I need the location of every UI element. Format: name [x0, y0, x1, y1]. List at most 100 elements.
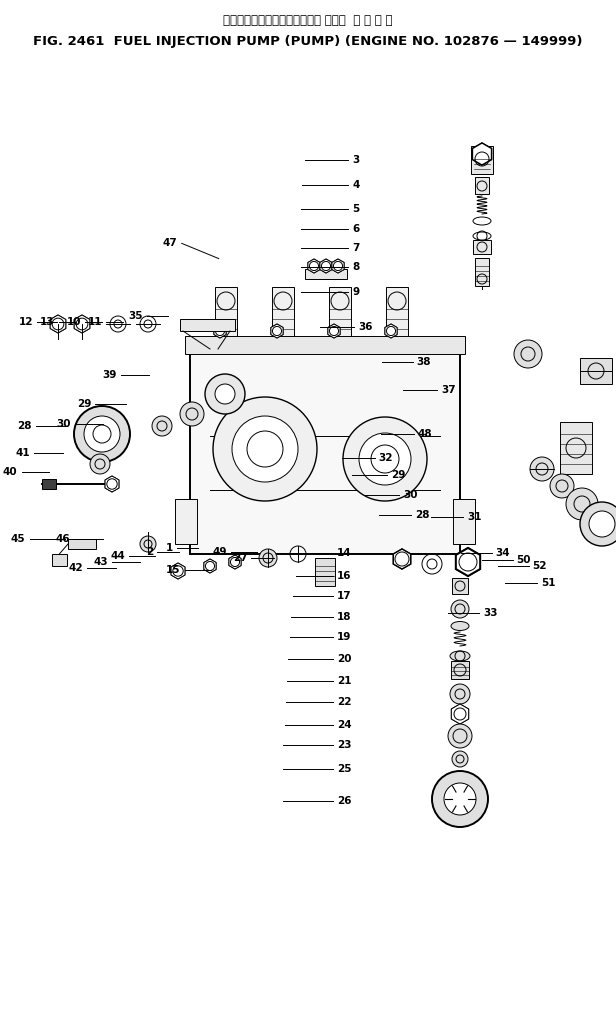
Bar: [315, 558, 335, 586]
Text: 24: 24: [336, 720, 351, 730]
Text: 6: 6: [352, 224, 359, 234]
Bar: [560, 422, 592, 474]
Polygon shape: [308, 259, 320, 273]
Text: 52: 52: [532, 561, 547, 571]
Text: 23: 23: [336, 740, 351, 750]
Text: 4: 4: [352, 179, 359, 190]
Circle shape: [444, 783, 476, 815]
Circle shape: [550, 474, 574, 498]
Polygon shape: [332, 259, 344, 273]
Text: 36: 36: [358, 321, 373, 332]
Circle shape: [213, 397, 317, 501]
Bar: [68, 539, 96, 549]
Text: 41: 41: [15, 448, 30, 458]
Circle shape: [84, 416, 120, 452]
Polygon shape: [332, 259, 344, 273]
Polygon shape: [214, 324, 226, 338]
Circle shape: [259, 549, 277, 567]
Bar: [190, 339, 460, 554]
Circle shape: [343, 417, 427, 501]
Circle shape: [140, 536, 156, 552]
Text: 10: 10: [67, 317, 81, 328]
Circle shape: [359, 433, 411, 485]
Text: 34: 34: [495, 548, 510, 558]
Circle shape: [452, 751, 468, 767]
Polygon shape: [452, 704, 469, 724]
Text: 5: 5: [352, 204, 359, 214]
Bar: [329, 287, 351, 339]
Text: 33: 33: [483, 608, 498, 619]
Text: 35: 35: [128, 311, 143, 321]
Text: 20: 20: [336, 654, 351, 664]
Text: 39: 39: [102, 370, 117, 380]
Polygon shape: [271, 324, 283, 338]
Text: 45: 45: [11, 534, 26, 545]
Polygon shape: [456, 548, 480, 576]
Text: 28: 28: [415, 510, 430, 520]
Circle shape: [514, 340, 542, 368]
Text: 12: 12: [18, 317, 33, 328]
Bar: [580, 358, 612, 384]
Text: 22: 22: [336, 697, 351, 707]
Text: 14: 14: [336, 548, 351, 558]
Text: 49: 49: [213, 547, 227, 557]
Text: 16: 16: [336, 571, 351, 581]
Bar: [305, 269, 347, 279]
Circle shape: [589, 511, 615, 537]
Circle shape: [530, 457, 554, 481]
Polygon shape: [229, 555, 241, 569]
Polygon shape: [171, 563, 185, 579]
Text: 32: 32: [378, 453, 393, 463]
Bar: [471, 146, 493, 174]
Text: 38: 38: [416, 357, 431, 367]
Text: 3: 3: [352, 155, 359, 165]
Circle shape: [74, 406, 130, 462]
Text: 25: 25: [336, 764, 351, 774]
Text: フェルインジェクシェンポンプ ポンプ  適 用 号 機: フェルインジェクシェンポンプ ポンプ 適 用 号 機: [223, 14, 393, 27]
Circle shape: [580, 502, 616, 546]
Text: 21: 21: [336, 676, 351, 686]
Bar: [185, 336, 465, 354]
Polygon shape: [204, 559, 216, 573]
Text: 7: 7: [352, 243, 359, 254]
Circle shape: [448, 724, 472, 748]
Ellipse shape: [451, 622, 469, 631]
Text: 43: 43: [94, 557, 108, 567]
Polygon shape: [328, 324, 340, 338]
Polygon shape: [472, 143, 492, 165]
Text: 48: 48: [418, 429, 432, 439]
Text: 29: 29: [391, 469, 405, 480]
Polygon shape: [105, 476, 119, 492]
Polygon shape: [328, 324, 340, 338]
Polygon shape: [320, 259, 332, 273]
Polygon shape: [456, 548, 480, 576]
Polygon shape: [320, 259, 332, 273]
Polygon shape: [385, 324, 397, 338]
Polygon shape: [394, 549, 411, 569]
Text: 50: 50: [516, 555, 531, 565]
Text: 1: 1: [166, 542, 174, 553]
Text: 46: 46: [55, 534, 70, 545]
Polygon shape: [452, 704, 469, 724]
Text: 31: 31: [467, 512, 482, 522]
Text: 17: 17: [336, 591, 351, 601]
Polygon shape: [394, 549, 411, 569]
Polygon shape: [472, 143, 492, 165]
Polygon shape: [171, 563, 185, 579]
Polygon shape: [214, 324, 226, 338]
Bar: [452, 578, 468, 594]
Polygon shape: [229, 555, 241, 569]
Bar: [386, 287, 408, 339]
Ellipse shape: [450, 651, 470, 661]
Text: 18: 18: [336, 611, 351, 622]
Circle shape: [566, 488, 598, 520]
Text: 19: 19: [336, 632, 351, 642]
Bar: [0, 0, 616, 64]
Bar: [272, 287, 294, 339]
Polygon shape: [51, 315, 66, 333]
Text: 30: 30: [403, 490, 418, 500]
Bar: [180, 319, 235, 331]
Text: 13: 13: [40, 317, 55, 328]
Bar: [175, 499, 197, 544]
Circle shape: [152, 416, 172, 436]
